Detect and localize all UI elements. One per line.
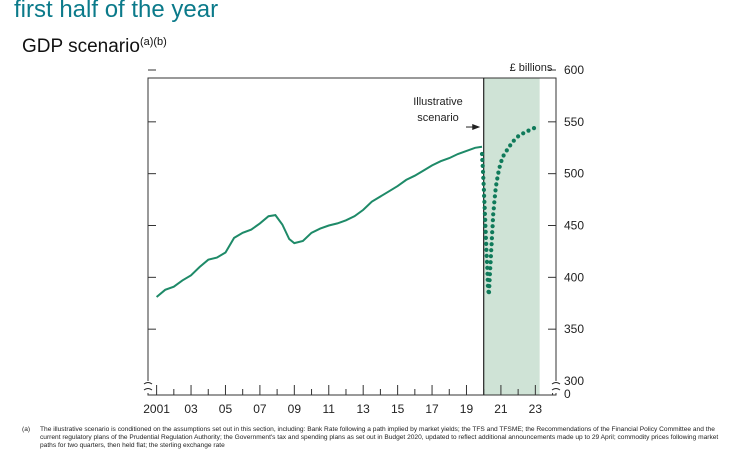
scenario-dot (484, 253, 489, 258)
x-tick-label-17: 17 (425, 402, 439, 416)
scenario-dot (481, 181, 486, 186)
axis-break-left (143, 382, 153, 391)
axis-break-right-gap (552, 381, 560, 393)
scenario-dot (511, 138, 516, 143)
scenario-dot (481, 175, 486, 180)
scenario-dot (489, 248, 494, 253)
scenario-dot (490, 224, 495, 229)
x-tick-label-15: 15 (391, 402, 405, 416)
y-tick-label-450: 450 (564, 219, 584, 233)
scenario-dot (497, 164, 502, 169)
scenario-dot (504, 148, 509, 153)
headline: first half of the year (14, 0, 219, 23)
scenario-dot (490, 218, 495, 223)
chart-subtitle: GDP scenario(a)(b) (22, 36, 167, 58)
gdp-series-line (155, 145, 483, 298)
scenario-dot (493, 188, 498, 193)
scenario-dot (482, 193, 487, 198)
x-tick-label-21: 21 (494, 402, 508, 416)
y-axis-label: £ billions (510, 62, 553, 74)
scenario-dot (531, 126, 537, 131)
footnote: (a) The illustrative scenario is conditi… (22, 426, 722, 450)
scenario-dot (480, 163, 485, 168)
x-tick-label-23: 23 (529, 402, 543, 416)
scenario-dot (499, 158, 504, 164)
axis-break-left-gap (144, 381, 152, 393)
subtitle-notes: (a)(b) (139, 36, 167, 48)
annotation-label-line1: Illustrative (413, 96, 463, 108)
scenario-dot (489, 242, 494, 247)
scenario-dot (484, 259, 490, 264)
scenario-dot (488, 254, 493, 259)
y-tick-label-500: 500 (564, 167, 584, 181)
axis-break-marks (143, 381, 561, 393)
x-axis: 2001 03 05 07 09 11 13 15 17 19 21 23 (143, 385, 554, 416)
scenario-dot (487, 278, 492, 283)
scenario-dot (483, 235, 488, 240)
scenario-dot (501, 153, 506, 158)
scenario-dot (483, 217, 488, 222)
annotation-label-line2: scenario (417, 112, 459, 124)
x-tick-label-05: 05 (219, 402, 233, 416)
scenario-dot (481, 187, 486, 192)
x-tick-label-07: 07 (253, 402, 267, 416)
scenario-dot (491, 212, 496, 217)
scenario-dot (480, 157, 485, 163)
scenario-dot (495, 176, 500, 181)
scenario-dot (483, 223, 488, 228)
scenario-dot (526, 128, 531, 133)
subtitle-text: GDP scenario (22, 36, 140, 57)
scenario-dot (496, 170, 501, 175)
x-tick-label-09: 09 (288, 402, 302, 416)
scenario-dot (480, 169, 486, 174)
scenario-dot (516, 134, 521, 139)
scenario-dot (488, 260, 493, 265)
scenario-dot (492, 194, 497, 199)
scenario-dot (487, 284, 492, 289)
scenario-dot (486, 290, 492, 295)
scenario-dot (521, 131, 526, 136)
footnote-text: The illustrative scenario is conditioned… (40, 426, 719, 449)
x-tick-label-2001: 2001 (143, 402, 170, 416)
scenario-dot (508, 143, 513, 148)
y-tick-label-300: 300 (564, 374, 584, 388)
scenario-dot (492, 200, 497, 205)
scenario-dot (491, 206, 496, 211)
scenario-dot (482, 205, 487, 210)
scenario-dot (487, 272, 492, 277)
x-tick-label-11: 11 (323, 402, 336, 416)
scenario-dot (483, 229, 488, 234)
footnote-label: (a) (22, 426, 31, 433)
y-tick-label-550: 550 (564, 115, 584, 129)
scenario-dot (482, 211, 487, 216)
x-tick-label-03: 03 (184, 402, 198, 416)
scenario-dot (482, 199, 487, 204)
annotation-arrow-head (472, 124, 481, 131)
x-tick-label-19: 19 (460, 402, 474, 416)
scenario-dot (484, 241, 489, 246)
y-axis: 600 550 500 450 400 350 300 (148, 63, 584, 388)
scenario-dot (490, 230, 495, 235)
y-tick-label-600: 600 (564, 63, 584, 77)
y-axis-zero-label: 0 (564, 387, 571, 401)
y-tick-label-350: 350 (564, 322, 584, 336)
scenario-dot (488, 266, 493, 271)
scenario-dot (479, 151, 485, 157)
scenario-dot (484, 247, 489, 252)
scenario-series-dots (479, 126, 537, 295)
x-tick-label-13: 13 (357, 402, 371, 416)
plot-frame (147, 77, 557, 396)
axis-break-right (551, 382, 561, 391)
scenario-dot (494, 182, 499, 187)
scenario-dot (489, 236, 494, 241)
y-tick-label-400: 400 (564, 270, 584, 284)
